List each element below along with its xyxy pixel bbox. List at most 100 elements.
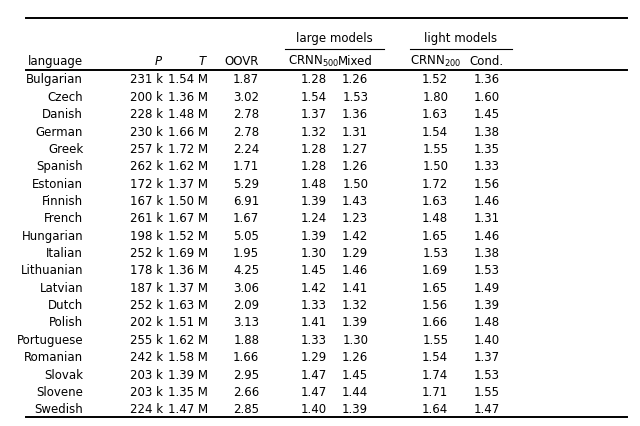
Text: 202 k: 202 k [130, 316, 163, 329]
Text: 167 k: 167 k [130, 195, 163, 207]
Text: Italian: Italian [46, 247, 83, 259]
Text: 1.47: 1.47 [300, 385, 327, 398]
Text: 1.39: 1.39 [301, 229, 326, 242]
Text: 1.55: 1.55 [422, 333, 448, 346]
Text: 1.23: 1.23 [342, 212, 368, 225]
Text: 1.53: 1.53 [474, 368, 499, 381]
Text: 1.50: 1.50 [422, 160, 448, 173]
Text: light models: light models [424, 32, 497, 45]
Text: 3.02: 3.02 [233, 91, 259, 104]
Text: 252 k: 252 k [130, 299, 163, 311]
Text: 172 k: 172 k [130, 177, 163, 190]
Text: $T$: $T$ [198, 55, 208, 68]
Text: 1.52 M: 1.52 M [168, 229, 208, 242]
Text: 262 k: 262 k [130, 160, 163, 173]
Text: Lithuanian: Lithuanian [20, 264, 83, 277]
Text: Dutch: Dutch [48, 299, 83, 311]
Text: 1.44: 1.44 [342, 385, 369, 398]
Text: 1.26: 1.26 [342, 73, 369, 86]
Text: 1.65: 1.65 [422, 229, 448, 242]
Text: 1.24: 1.24 [300, 212, 327, 225]
Text: 1.32: 1.32 [301, 125, 326, 138]
Text: CRNN$_{200}$: CRNN$_{200}$ [410, 54, 461, 69]
Text: 1.74: 1.74 [422, 368, 449, 381]
Text: 1.63 M: 1.63 M [168, 299, 208, 311]
Text: Latvian: Latvian [40, 281, 83, 294]
Text: Slovak: Slovak [44, 368, 83, 381]
Text: 1.62 M: 1.62 M [168, 333, 208, 346]
Text: 1.28: 1.28 [301, 143, 326, 155]
Text: 1.39: 1.39 [474, 299, 499, 311]
Text: 1.54: 1.54 [422, 125, 448, 138]
Text: 1.50: 1.50 [342, 177, 368, 190]
Text: 2.66: 2.66 [233, 385, 259, 398]
Text: 3.13: 3.13 [233, 316, 259, 329]
Text: 1.32: 1.32 [342, 299, 368, 311]
Text: 2.78: 2.78 [233, 125, 259, 138]
Text: German: German [36, 125, 83, 138]
Text: 1.87: 1.87 [233, 73, 259, 86]
Text: 242 k: 242 k [130, 351, 163, 363]
Text: 1.67 M: 1.67 M [168, 212, 208, 225]
Text: Portuguese: Portuguese [17, 333, 83, 346]
Text: 178 k: 178 k [130, 264, 163, 277]
Text: 1.45: 1.45 [342, 368, 368, 381]
Text: 1.50 M: 1.50 M [168, 195, 208, 207]
Text: 1.39 M: 1.39 M [168, 368, 208, 381]
Text: 1.55: 1.55 [422, 143, 448, 155]
Text: 1.88: 1.88 [233, 333, 259, 346]
Text: 261 k: 261 k [130, 212, 163, 225]
Text: 257 k: 257 k [130, 143, 163, 155]
Text: Estonian: Estonian [32, 177, 83, 190]
Text: 1.28: 1.28 [301, 160, 326, 173]
Text: 1.28: 1.28 [301, 73, 326, 86]
Text: 1.63: 1.63 [422, 108, 448, 121]
Text: 1.71: 1.71 [422, 385, 449, 398]
Text: 1.36 M: 1.36 M [168, 91, 208, 104]
Text: 1.66 M: 1.66 M [168, 125, 208, 138]
Text: 1.33: 1.33 [301, 333, 326, 346]
Text: 1.38: 1.38 [474, 247, 499, 259]
Text: 1.62 M: 1.62 M [168, 160, 208, 173]
Text: 1.47 M: 1.47 M [168, 402, 208, 415]
Text: 1.35: 1.35 [474, 143, 499, 155]
Text: Romanian: Romanian [24, 351, 83, 363]
Text: 1.56: 1.56 [422, 299, 448, 311]
Text: Bulgarian: Bulgarian [26, 73, 83, 86]
Text: 1.46: 1.46 [342, 264, 369, 277]
Text: 1.48: 1.48 [301, 177, 326, 190]
Text: Finnish: Finnish [42, 195, 83, 207]
Text: 1.46: 1.46 [473, 195, 500, 207]
Text: 1.47: 1.47 [300, 368, 327, 381]
Text: 203 k: 203 k [131, 368, 163, 381]
Text: 224 k: 224 k [130, 402, 163, 415]
Text: 1.64: 1.64 [422, 402, 449, 415]
Text: 1.53: 1.53 [342, 91, 368, 104]
Text: 2.24: 2.24 [233, 143, 259, 155]
Text: 230 k: 230 k [131, 125, 163, 138]
Text: 2.78: 2.78 [233, 108, 259, 121]
Text: 1.49: 1.49 [473, 281, 500, 294]
Text: 5.29: 5.29 [233, 177, 259, 190]
Text: 1.71: 1.71 [233, 160, 259, 173]
Text: 252 k: 252 k [130, 247, 163, 259]
Text: 1.60: 1.60 [474, 91, 499, 104]
Text: 1.39: 1.39 [342, 402, 368, 415]
Text: 1.95: 1.95 [233, 247, 259, 259]
Text: 203 k: 203 k [131, 385, 163, 398]
Text: Slovene: Slovene [36, 385, 83, 398]
Text: 1.29: 1.29 [300, 351, 327, 363]
Text: 1.53: 1.53 [474, 264, 499, 277]
Text: Swedish: Swedish [35, 402, 83, 415]
Text: 1.29: 1.29 [342, 247, 369, 259]
Text: 1.42: 1.42 [342, 229, 369, 242]
Text: large models: large models [296, 32, 372, 45]
Text: 1.40: 1.40 [301, 402, 326, 415]
Text: OOVR: OOVR [225, 55, 259, 68]
Text: 1.63: 1.63 [422, 195, 448, 207]
Text: 1.80: 1.80 [422, 91, 448, 104]
Text: 1.72: 1.72 [422, 177, 449, 190]
Text: 1.36: 1.36 [474, 73, 499, 86]
Text: 187 k: 187 k [130, 281, 163, 294]
Text: 1.36: 1.36 [342, 108, 368, 121]
